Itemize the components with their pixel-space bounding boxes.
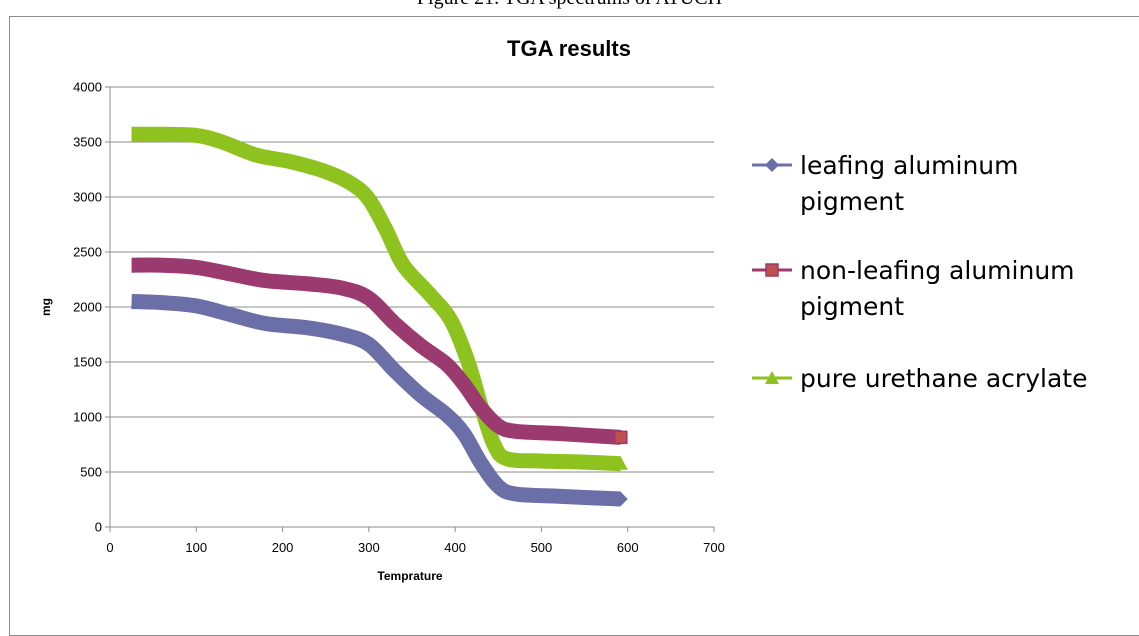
y-axis-label: mg [39, 298, 53, 316]
y-tick-label: 3000 [73, 190, 102, 205]
series-1 [131, 301, 627, 506]
x-tick-label: 500 [531, 540, 553, 555]
legend-label: leafing aluminum pigment [800, 151, 1019, 216]
x-tick-label: 700 [703, 540, 725, 555]
y-tick-label: 2500 [73, 245, 102, 260]
legend-label: pure urethane acrylate [800, 364, 1087, 393]
legend-label: non-leafing aluminum pigment [800, 256, 1075, 321]
legend-label-line: pure urethane acrylate [800, 364, 1087, 393]
y-tick-label: 2000 [73, 300, 102, 315]
legend-entry: leafing aluminum pigment [752, 151, 1019, 216]
x-tick-label: 100 [185, 540, 207, 555]
legend-marker [765, 158, 779, 172]
legend-label-line: non-leafing aluminum [800, 256, 1075, 285]
x-tick-label: 200 [272, 540, 294, 555]
y-tick-label: 3500 [73, 135, 102, 150]
x-axis-label: Temprature [377, 569, 442, 583]
legend-label-line: leafing aluminum [800, 151, 1019, 180]
legend-label-line: pigment [800, 187, 904, 216]
legend-marker [766, 264, 778, 276]
y-tick-label: 1500 [73, 355, 102, 370]
series-end-marker [615, 431, 627, 443]
legend-entry: non-leafing aluminum pigment [752, 256, 1075, 321]
legend-label-line: pigment [800, 292, 904, 321]
legend-entry: pure urethane acrylate [752, 364, 1087, 393]
y-tick-label: 4000 [73, 80, 102, 95]
tga-chart: TGA results 0500100015002000250030003500… [0, 0, 1139, 603]
x-tick-label: 0 [106, 540, 113, 555]
x-tick-label: 600 [617, 540, 639, 555]
y-tick-label: 500 [80, 465, 102, 480]
y-tick-label: 1000 [73, 410, 102, 425]
chart-title: TGA results [507, 36, 631, 61]
x-tick-label: 400 [444, 540, 466, 555]
series-layer [131, 134, 627, 506]
y-tick-label: 0 [95, 520, 102, 535]
series-line [132, 302, 621, 499]
x-tick-label: 300 [358, 540, 380, 555]
